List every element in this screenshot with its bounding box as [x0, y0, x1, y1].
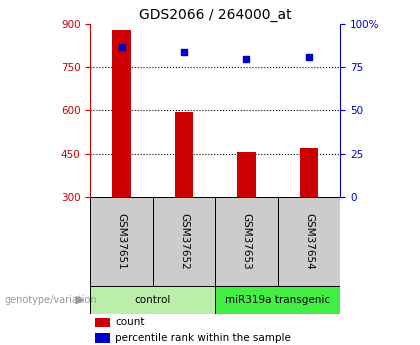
- Title: GDS2066 / 264000_at: GDS2066 / 264000_at: [139, 8, 291, 22]
- Bar: [299, 148, 318, 197]
- Point: [243, 56, 250, 61]
- Text: genotype/variation: genotype/variation: [4, 295, 97, 305]
- Bar: [278, 197, 340, 286]
- Point: [118, 44, 125, 49]
- Bar: [175, 112, 193, 197]
- Text: GSM37653: GSM37653: [241, 213, 252, 270]
- Point: [181, 49, 187, 55]
- Bar: [90, 286, 215, 314]
- Bar: [95, 333, 110, 343]
- Point: [306, 54, 312, 60]
- Bar: [153, 197, 215, 286]
- Bar: [237, 152, 256, 197]
- Text: GSM37654: GSM37654: [304, 213, 314, 270]
- Text: GSM37652: GSM37652: [179, 213, 189, 270]
- Text: count: count: [115, 317, 145, 327]
- Text: control: control: [134, 295, 171, 305]
- Bar: [95, 318, 110, 327]
- Bar: [215, 286, 340, 314]
- Text: GSM37651: GSM37651: [116, 213, 126, 270]
- Text: miR319a transgenic: miR319a transgenic: [225, 295, 330, 305]
- Bar: [215, 197, 278, 286]
- Bar: [112, 30, 131, 197]
- Text: percentile rank within the sample: percentile rank within the sample: [115, 333, 291, 343]
- Bar: [90, 197, 153, 286]
